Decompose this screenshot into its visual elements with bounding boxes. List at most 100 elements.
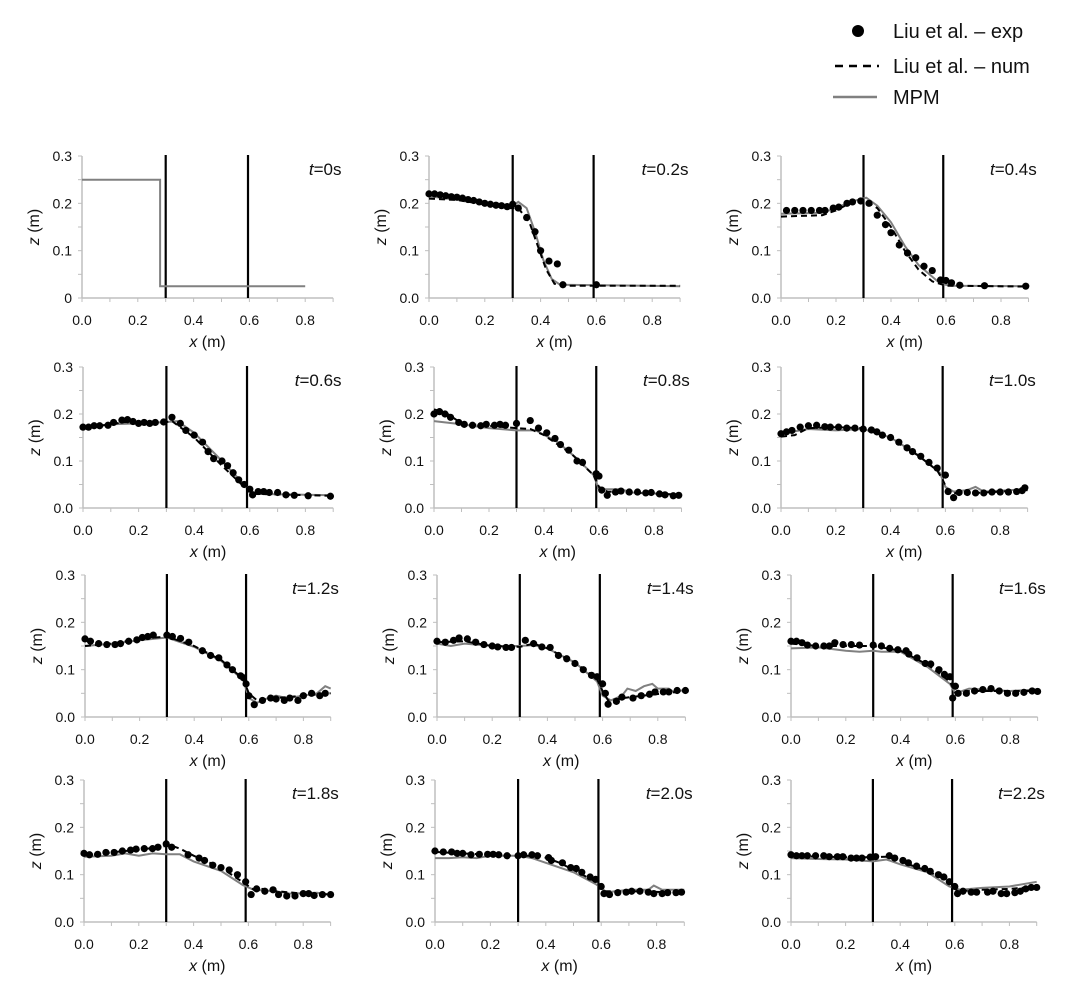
exp-point bbox=[111, 640, 119, 649]
x-axis-unit: (m) bbox=[198, 753, 226, 770]
exp-point bbox=[829, 204, 837, 212]
exp-point bbox=[558, 859, 567, 867]
x-axis-label: x (m) bbox=[189, 753, 226, 770]
exp-point bbox=[865, 199, 873, 207]
exp-point bbox=[185, 638, 193, 646]
exp-point bbox=[595, 472, 603, 480]
x-tick-label: 0.4 bbox=[184, 731, 204, 747]
exp-point bbox=[852, 854, 861, 862]
exp-point bbox=[477, 422, 485, 430]
exp-point bbox=[492, 201, 500, 209]
exp-point bbox=[102, 848, 110, 857]
x-tick-label: 0.0 bbox=[425, 936, 445, 952]
exp-point bbox=[920, 262, 928, 270]
exp-point bbox=[447, 193, 455, 201]
exp-point bbox=[223, 462, 232, 470]
y-axis-label: z (m) bbox=[26, 209, 43, 246]
exp-point bbox=[858, 854, 866, 862]
exp-point bbox=[962, 689, 970, 697]
mpm-series-line bbox=[790, 857, 1037, 891]
exp-point bbox=[282, 491, 290, 499]
y-tick-label: 0.0 bbox=[408, 709, 428, 725]
exp-point bbox=[455, 418, 463, 427]
y-axis-label: z (m) bbox=[373, 209, 390, 246]
exp-point bbox=[997, 890, 1005, 898]
exp-point bbox=[280, 696, 288, 705]
exp-point bbox=[528, 851, 536, 859]
exp-point bbox=[989, 887, 997, 895]
num-series-line bbox=[428, 197, 681, 287]
y-axis-label: z (m) bbox=[378, 419, 395, 456]
panel-0: 0.0 0.2 0.4 0.6 0.800.10.20.3x (m)z (m)t=0s bbox=[26, 148, 341, 351]
panel-8: 0.0 0.2 0.4 0.6 0.80.00.10.20.3x (m)z (m)t=1… bbox=[735, 567, 1046, 770]
exp-point bbox=[834, 423, 843, 431]
exp-point bbox=[873, 428, 881, 436]
exp-point bbox=[162, 840, 170, 848]
y-tick-label: 0.0 bbox=[406, 914, 426, 930]
exp-point bbox=[820, 642, 828, 650]
exp-point bbox=[867, 426, 876, 434]
panel-1: 0.0 0.2 0.4 0.6 0.80.00.10.20.3x (m)z (m)t=0… bbox=[373, 148, 688, 351]
y-tick-label: 0.2 bbox=[400, 195, 420, 211]
exp-point bbox=[1020, 688, 1028, 696]
exp-point bbox=[940, 670, 949, 679]
exp-point bbox=[204, 448, 212, 456]
exp-point bbox=[449, 636, 458, 644]
exp-point bbox=[318, 890, 326, 899]
x-tick-label: 0.6 bbox=[589, 522, 609, 538]
exp-point bbox=[903, 249, 912, 257]
panel-6: 0.0 0.2 0.4 0.6 0.80.00.10.20.3x (m)z (m)t=1… bbox=[29, 567, 339, 770]
exp-point bbox=[547, 856, 555, 865]
x-axis-var: x bbox=[539, 544, 549, 561]
exp-point bbox=[138, 633, 146, 642]
y-tick-label: 0.0 bbox=[54, 500, 74, 516]
exp-point bbox=[921, 864, 929, 873]
num-series-line bbox=[790, 854, 1037, 893]
y-tick-label: 0.3 bbox=[408, 567, 428, 583]
mpm-series-line bbox=[780, 427, 1028, 493]
exp-point bbox=[551, 434, 559, 443]
exp-point bbox=[217, 863, 225, 872]
exp-point bbox=[556, 440, 565, 449]
exp-point bbox=[94, 850, 102, 858]
exp-point bbox=[223, 661, 231, 669]
exp-point bbox=[618, 693, 626, 701]
exp-point bbox=[481, 199, 489, 207]
x-axis-unit: (m) bbox=[551, 753, 579, 770]
exp-point bbox=[967, 888, 975, 896]
y-tick-label: 0.3 bbox=[762, 772, 782, 788]
exp-point bbox=[133, 636, 141, 644]
y-tick-label: 0.1 bbox=[762, 662, 782, 678]
exp-point bbox=[788, 426, 796, 435]
exp-point bbox=[1012, 689, 1020, 697]
panel-4: 0.0 0.2 0.4 0.6 0.80.00.10.20.3x (m)z (m)t=0… bbox=[378, 359, 690, 561]
x-tick-label: 0.8 bbox=[647, 936, 667, 952]
y-tick-label: 0.1 bbox=[54, 453, 74, 469]
exp-point bbox=[453, 193, 461, 201]
exp-point bbox=[578, 458, 587, 467]
exp-point bbox=[1011, 889, 1019, 897]
exp-point bbox=[792, 852, 801, 860]
time-var: t bbox=[647, 579, 653, 598]
y-tick-label: 0.1 bbox=[406, 867, 426, 883]
exp-point bbox=[629, 694, 637, 702]
exp-point bbox=[913, 654, 921, 662]
x-tick-label: 0.6 bbox=[239, 936, 259, 952]
exp-point bbox=[661, 491, 669, 499]
exp-point bbox=[441, 410, 449, 418]
legend: Liu et al. – exp Liu et al. – num MPM bbox=[833, 21, 1030, 109]
exp-point bbox=[272, 695, 280, 703]
legend-marker-exp bbox=[852, 25, 864, 37]
exp-point bbox=[804, 422, 813, 430]
exp-point bbox=[636, 887, 644, 895]
time-value: =1.0s bbox=[994, 371, 1036, 390]
exp-point bbox=[326, 492, 335, 500]
x-tick-label: 0.4 bbox=[531, 312, 551, 328]
exp-point bbox=[835, 203, 843, 211]
exp-point bbox=[538, 643, 546, 651]
y-tick-label: 0.1 bbox=[405, 453, 425, 469]
x-axis-label: x (m) bbox=[188, 958, 225, 975]
exp-point bbox=[807, 206, 815, 215]
exp-point bbox=[267, 694, 275, 702]
exp-point bbox=[563, 655, 571, 663]
